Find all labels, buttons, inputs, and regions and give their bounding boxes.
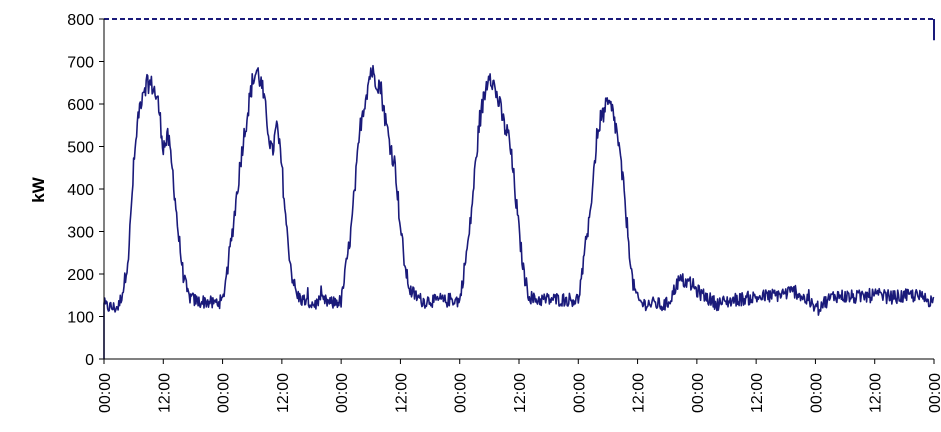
x-tick-label: 12:00 bbox=[156, 373, 173, 413]
y-axis-title: kW bbox=[29, 176, 48, 202]
x-tick-label: 00:00 bbox=[453, 373, 470, 413]
y-tick-label: 800 bbox=[67, 12, 94, 29]
reference-line-group bbox=[104, 18, 935, 41]
y-tick-label: 100 bbox=[67, 310, 94, 327]
x-axis-ticks: 00:00 12:00 00:00 12:00 00:00 12:00 00:00 12:00… bbox=[97, 359, 941, 413]
x-tick-label: 00:00 bbox=[334, 373, 351, 413]
x-tick-label: 00:00 bbox=[571, 373, 588, 413]
x-tick-label: 12:00 bbox=[868, 373, 885, 413]
series-line bbox=[103, 64, 935, 359]
y-tick-label: 200 bbox=[67, 267, 94, 284]
y-tick-label: 500 bbox=[67, 140, 94, 157]
x-tick-label: 12:00 bbox=[393, 373, 410, 413]
y-tick-label: 0 bbox=[85, 352, 94, 369]
x-tick-label: 12:00 bbox=[749, 373, 766, 413]
x-tick-label: 12:00 bbox=[512, 373, 529, 413]
y-tick-label: 600 bbox=[67, 97, 94, 114]
x-tick-label: 12:00 bbox=[631, 373, 648, 413]
y-tick-label: 300 bbox=[67, 225, 94, 242]
series-group bbox=[103, 64, 935, 359]
x-tick-label: 00:00 bbox=[808, 373, 825, 413]
x-tick-label: 00:00 bbox=[927, 373, 941, 413]
y-tick-label: 700 bbox=[67, 55, 94, 72]
y-axis-ticks: 0 100 200 300 400 500 600 700 800 bbox=[67, 12, 104, 369]
x-tick-label: 00:00 bbox=[97, 373, 114, 413]
x-tick-label: 12:00 bbox=[275, 373, 292, 413]
y-tick-label: 400 bbox=[67, 182, 94, 199]
x-tick-label: 00:00 bbox=[216, 373, 233, 413]
x-tick-label: 00:00 bbox=[690, 373, 707, 413]
